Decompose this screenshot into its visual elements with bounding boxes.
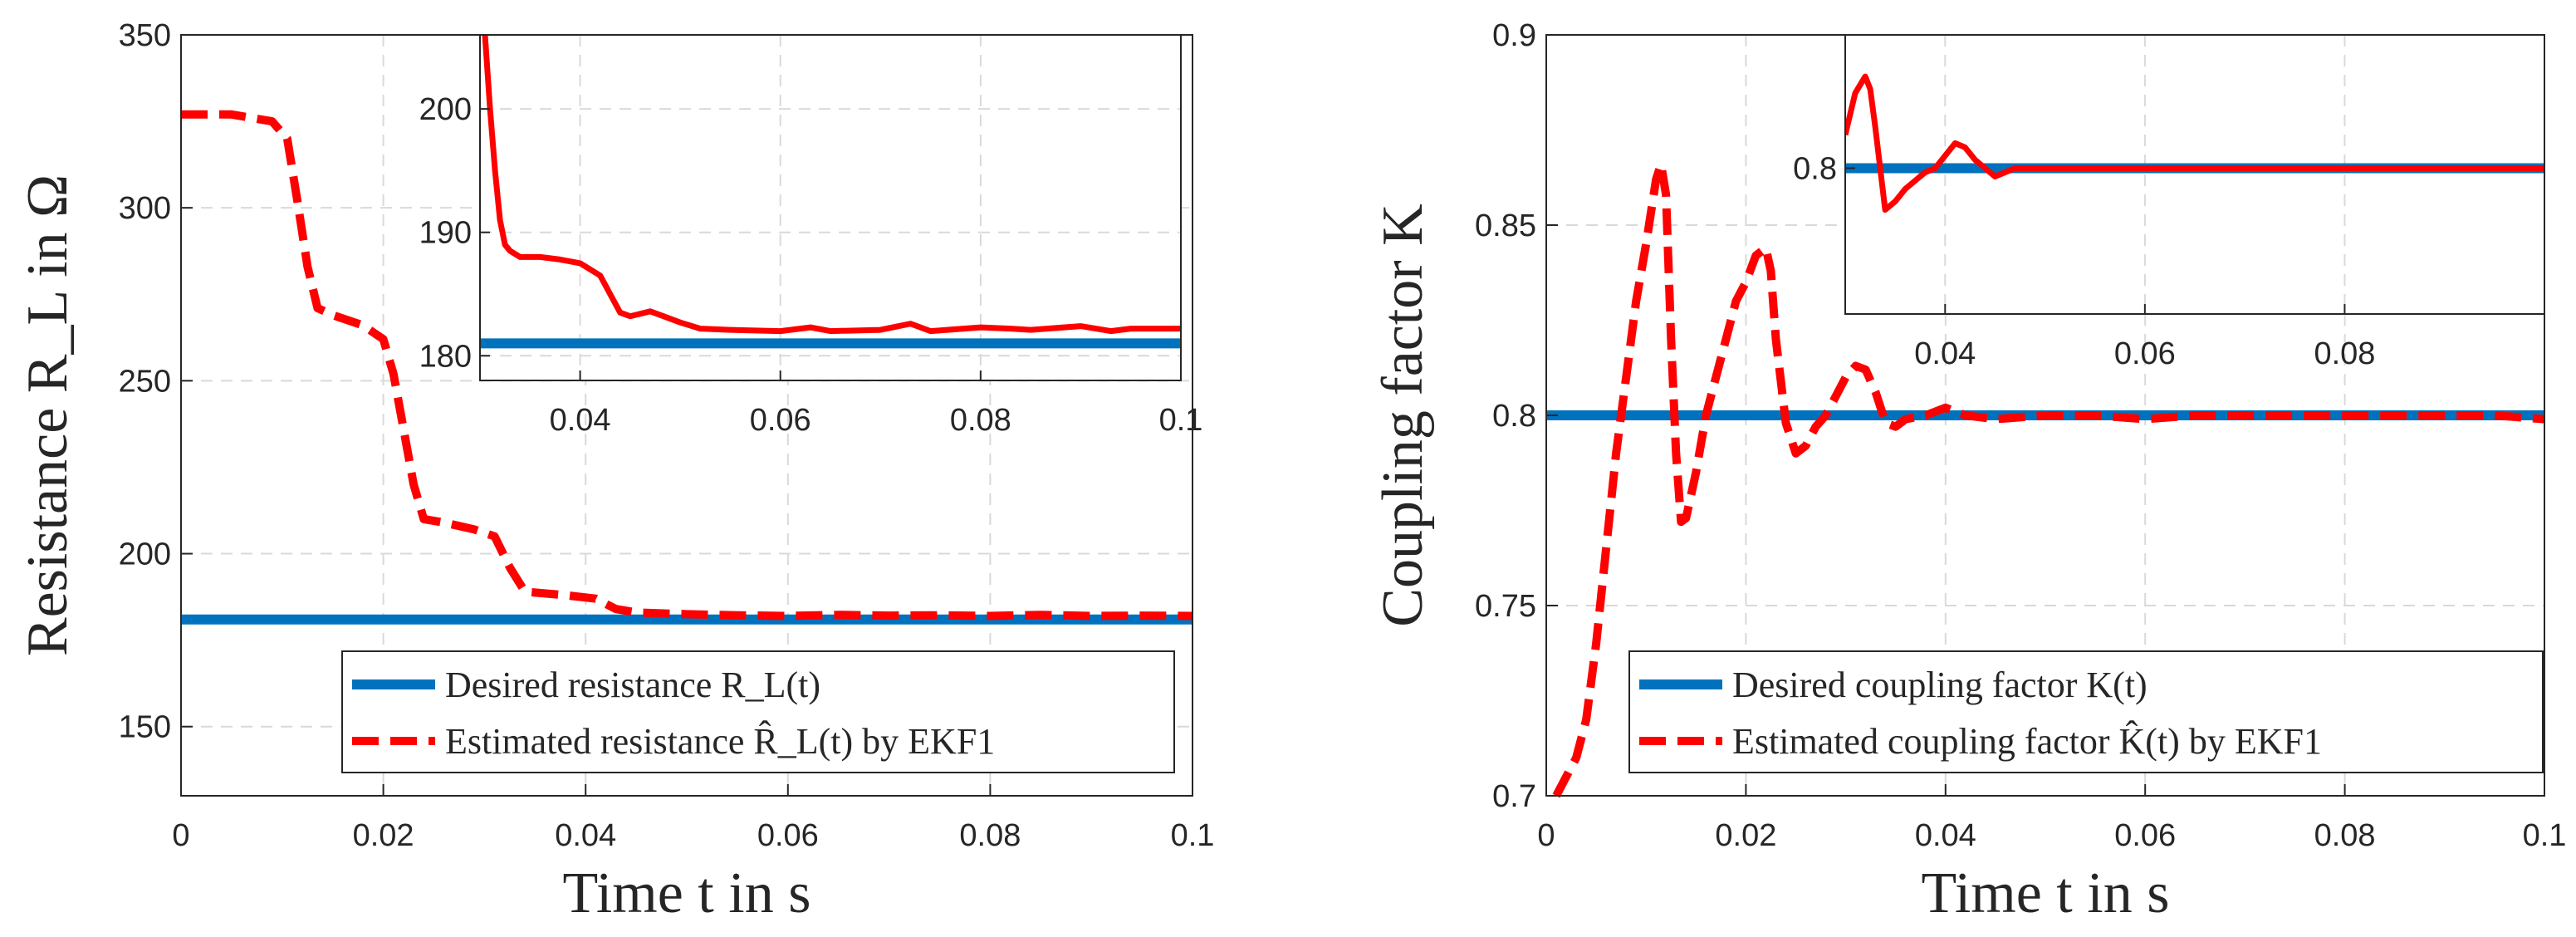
inset-y-tick-label: 200 (419, 92, 472, 127)
y-axis-label: Resistance R_L in Ω (16, 174, 80, 656)
series-estimated-line (181, 110, 1193, 621)
legend-label-desired: Desired resistance R_L(t) (445, 665, 820, 705)
y-axis-label: Coupling factor K (1371, 204, 1435, 626)
y-tick-label: 0.85 (1475, 208, 1536, 243)
x-tick-label: 0.08 (959, 818, 1021, 853)
x-tick-label: 0.02 (1715, 818, 1776, 853)
inset-background (480, 35, 1181, 380)
x-axis-label: Time t in s (563, 861, 811, 925)
inset-plot: 0.04 0.06 0.08 0.8 (1793, 34, 2545, 371)
legend-label-desired: Desired coupling factor K(t) (1732, 665, 2147, 705)
inset-y-tick-label: 180 (419, 339, 472, 374)
x-tick-label: 0.08 (2314, 818, 2376, 853)
y-tick-label: 0.7 (1492, 779, 1536, 814)
x-tick-label: 0.06 (757, 818, 819, 853)
y-tick-label: 300 (119, 191, 171, 226)
y-tick-label: 200 (119, 537, 171, 572)
legend-label-estimated: Estimated resistance R̂_L(t) by EKF1 (445, 720, 995, 762)
inset-y-tick-label: 0.8 (1793, 151, 1837, 186)
x-tick-label: 0.06 (2114, 818, 2176, 853)
y-tick-label: 0.75 (1475, 589, 1536, 624)
inset-x-tick-label: 0.1 (1159, 403, 1203, 438)
inset-x-tick-label: 0.04 (1914, 336, 1976, 371)
x-tick-label: 0.02 (353, 818, 414, 853)
x-tick-label: 0.1 (2523, 818, 2567, 853)
chart-resistance: 0 0.02 0.04 0.06 0.08 0.1 150 200 250 300 350 Time … (16, 18, 1214, 925)
inset-x-tick-label: 0.06 (2114, 336, 2176, 371)
x-tick-label: 0.04 (555, 818, 616, 853)
y-tick-label: 250 (119, 364, 171, 399)
series-estimated-line (1552, 159, 2545, 798)
inset-frame (479, 34, 1182, 381)
inset-y-tick-label: 190 (419, 216, 472, 251)
inset-estimated-line (482, 35, 1181, 335)
legend-box (341, 650, 1175, 773)
legend: Desired coupling factor K(t) Estimated co… (1628, 650, 2544, 773)
legend: Desired resistance R_L(t) Estimated resis… (341, 650, 1175, 773)
x-tick-label: 0 (1537, 818, 1555, 853)
inset-x-tick-label: 0.04 (550, 403, 611, 438)
inset-x-tick-label: 0.06 (750, 403, 811, 438)
inset-x-tick-label: 0.08 (2314, 336, 2375, 371)
y-tick-label: 0.9 (1492, 18, 1536, 53)
x-tick-label: 0.04 (1915, 818, 1976, 853)
x-tick-label: 0.1 (1171, 818, 1215, 853)
y-tick-label: 150 (119, 710, 171, 745)
inset-background (1845, 35, 2544, 314)
inset-x-tick-label: 0.08 (950, 403, 1011, 438)
legend-label-estimated: Estimated coupling factor K̂(t) by EKF1 (1732, 720, 2322, 762)
legend-box (1628, 650, 2544, 773)
inset-frame (1844, 34, 2545, 315)
inset-plot: 0.04 0.06 0.08 0.1 180 190 200 (419, 34, 1203, 438)
chart-coupling-factor: 0 0.02 0.04 0.06 0.08 0.1 0.7 0.75 0.8 0.85 0.9 Tim… (1371, 18, 2566, 925)
x-axis-label: Time t in s (1922, 861, 2170, 925)
y-tick-label: 350 (119, 18, 171, 53)
inset-estimated-line (1845, 73, 2544, 213)
y-tick-label: 0.8 (1492, 399, 1536, 434)
x-tick-label: 0 (172, 818, 189, 853)
